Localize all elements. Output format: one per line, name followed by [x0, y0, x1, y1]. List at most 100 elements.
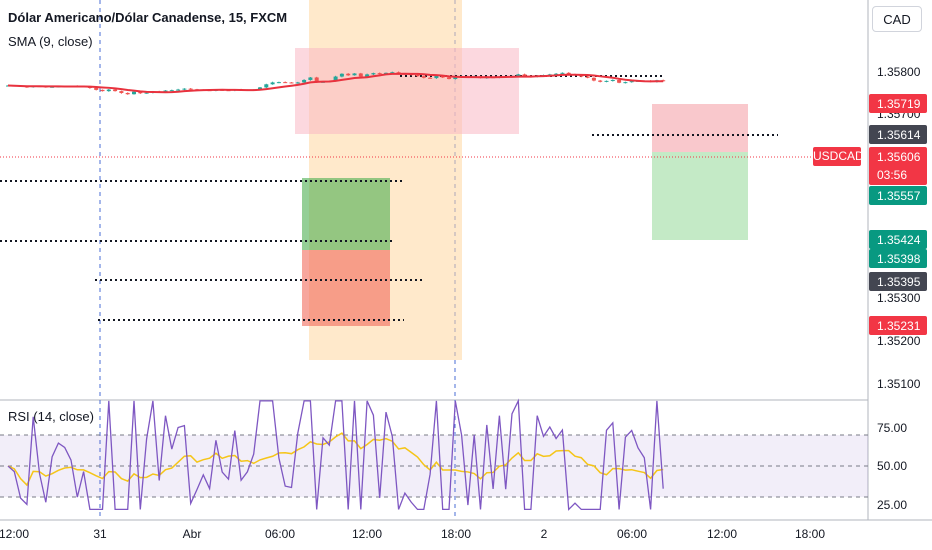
price-badge-label: 1.35398 — [877, 252, 921, 266]
time-tick-label: 2 — [541, 527, 548, 541]
time-tick-label: Abr — [183, 527, 202, 541]
candle-body — [415, 75, 420, 77]
candle-body — [144, 92, 149, 94]
price-badge-label: 1.35424 — [877, 233, 921, 247]
price-tick-label: 1.35200 — [877, 334, 921, 348]
candle-body — [333, 76, 338, 82]
currency-button[interactable]: CAD — [872, 6, 922, 32]
candle-body — [339, 73, 344, 77]
sma-9-line — [7, 72, 664, 94]
pink-zone — [295, 48, 519, 134]
rsi-pane — [0, 398, 868, 511]
short-stop-zone — [652, 104, 748, 152]
candle-body — [440, 75, 445, 78]
rsi-tick-label: 75.00 — [877, 421, 907, 435]
candle-body — [308, 77, 313, 80]
candle-body — [358, 73, 363, 77]
price-badges: 1.35719 1.35614 1.35606 03:56 1.35557 1.35424… — [869, 94, 927, 335]
countdown-label: 03:56 — [877, 168, 907, 182]
price-badge-label: 1.35606 — [877, 150, 921, 164]
long-stop-zone — [302, 250, 390, 326]
candle-body — [264, 84, 269, 88]
candle-body — [377, 73, 382, 75]
position-zones — [295, 0, 748, 360]
symbol-tag: USDCAD — [813, 147, 864, 166]
price-badge-label: 1.35614 — [877, 128, 921, 142]
candle-body — [365, 74, 370, 77]
candle-body — [428, 77, 433, 79]
price-badge-green — [869, 230, 927, 249]
price-badge-label: 1.35231 — [877, 319, 921, 333]
candle-body — [421, 76, 426, 78]
candle-body — [276, 82, 281, 84]
candle-body — [617, 79, 622, 83]
candle-body — [566, 72, 571, 75]
candle-body — [283, 82, 288, 84]
candle-body — [106, 89, 111, 92]
candle-body — [560, 72, 565, 74]
candle-body — [138, 91, 143, 94]
candle-body — [623, 82, 628, 84]
time-tick-label: 18:00 — [441, 527, 471, 541]
candle-body — [314, 77, 319, 83]
candle-body — [629, 81, 634, 83]
candle-body — [188, 88, 193, 90]
candle-body — [302, 79, 307, 83]
candle-body — [390, 72, 395, 74]
sma-line — [7, 72, 664, 94]
candle-body — [182, 88, 187, 90]
time-tick-label: 06:00 — [617, 527, 647, 541]
short-profit-zone — [652, 152, 748, 240]
candle-body — [591, 77, 596, 81]
candle-body — [346, 73, 351, 76]
candle-body — [516, 74, 521, 76]
candle-body — [289, 82, 294, 84]
price-badge-red — [869, 316, 927, 335]
candle-body — [434, 75, 439, 79]
candle-body — [295, 82, 300, 84]
time-tick-label: 12:00 — [352, 527, 382, 541]
candle-body — [371, 73, 376, 75]
rsi-indicator-label[interactable]: RSI (14, close) — [8, 409, 94, 424]
candle-body — [125, 92, 130, 95]
time-tick-label: 12:00 — [0, 527, 29, 541]
candle-body — [169, 90, 174, 92]
time-tick-label: 18:00 — [795, 527, 825, 541]
candle-body — [604, 80, 609, 82]
time-tick-label: 12:00 — [707, 527, 737, 541]
price-tick-label: 1.35800 — [877, 65, 921, 79]
price-badge-label: 1.35557 — [877, 189, 921, 203]
candle-body — [585, 76, 590, 78]
price-badge-red — [869, 147, 927, 185]
candle-body — [132, 91, 136, 95]
price-badge-dark — [869, 272, 927, 291]
rsi-line — [7, 398, 664, 511]
candle-body — [176, 89, 181, 91]
candle-body — [270, 82, 275, 85]
rsi-tick-label: 25.00 — [877, 498, 907, 512]
candle-body — [113, 89, 118, 92]
candle-body — [119, 91, 124, 93]
price-badge-green — [869, 186, 927, 205]
candle-body — [100, 89, 105, 92]
price-badge-dark — [869, 125, 927, 144]
sma-indicator-label[interactable]: SMA (9, close) — [8, 34, 93, 49]
rsi-moving-average — [7, 432, 664, 487]
price-badge-red — [869, 94, 927, 113]
candle-body — [447, 77, 451, 80]
price-tick-label: 1.35100 — [877, 377, 921, 391]
support-resistance-lines — [0, 75, 812, 321]
candle-body — [610, 79, 615, 81]
candle-body — [522, 74, 527, 76]
candle-body — [453, 76, 458, 80]
candle-body — [258, 87, 262, 90]
candle-body — [384, 72, 388, 74]
candle-body — [352, 73, 357, 76]
price-tick-label: 1.35300 — [877, 291, 921, 305]
time-tick-label: 06:00 — [265, 527, 295, 541]
rsi-tick-label: 50.00 — [877, 459, 907, 473]
price-badge-label: 1.35719 — [877, 97, 921, 111]
candle-body — [598, 80, 603, 82]
candle-body — [94, 88, 99, 90]
